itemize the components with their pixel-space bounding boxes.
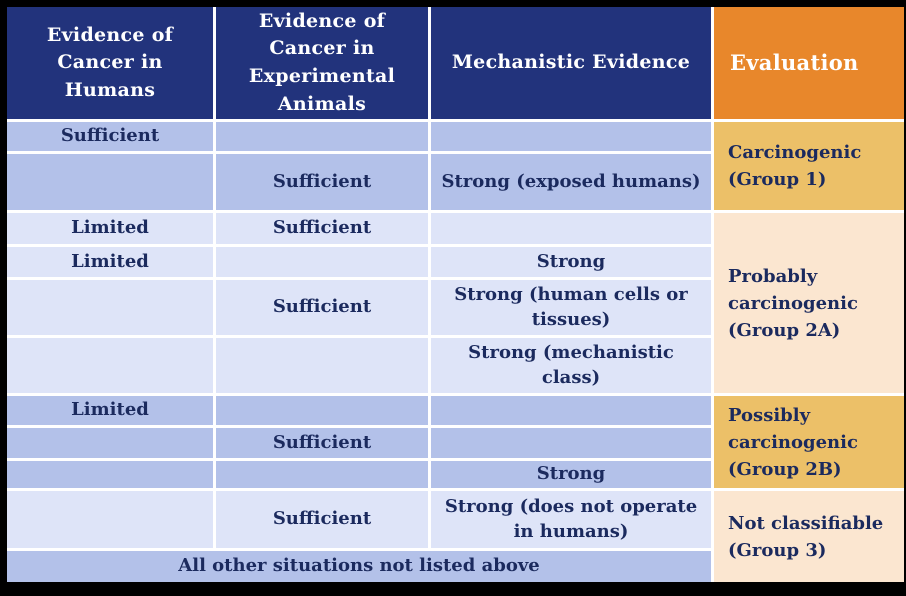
cell-mechanistic-row7 bbox=[431, 396, 711, 425]
header-evaluation: Evaluation bbox=[714, 7, 904, 119]
cell-humans-row10 bbox=[7, 491, 213, 548]
cell-mechanistic-row8 bbox=[431, 428, 711, 458]
cell-animals-row9 bbox=[216, 461, 428, 488]
evaluation-group-3: Not classifiable (Group 3) bbox=[714, 491, 904, 582]
cell-humans-row6 bbox=[7, 338, 213, 393]
cell-animals-row2: Sufficient bbox=[216, 154, 428, 210]
cell-animals-row4 bbox=[216, 247, 428, 277]
classification-table: Evidence of Cancer in Humans Evidence of… bbox=[7, 7, 904, 582]
evaluation-group-1: Carcinogenic (Group 1) bbox=[714, 122, 904, 210]
cell-mechanistic-row4: Strong bbox=[431, 247, 711, 277]
cell-humans-row4: Limited bbox=[7, 247, 213, 277]
cell-mechanistic-row10: Strong (does not operate in humans) bbox=[431, 491, 711, 548]
cell-humans-row5 bbox=[7, 280, 213, 335]
cell-mechanistic-row6: Strong (mechanistic class) bbox=[431, 338, 711, 393]
cell-animals-row5: Sufficient bbox=[216, 280, 428, 335]
cell-humans-row1: Sufficient bbox=[7, 122, 213, 151]
cell-humans-row9 bbox=[7, 461, 213, 488]
cell-mechanistic-row2: Strong (exposed humans) bbox=[431, 154, 711, 210]
cell-animals-row6 bbox=[216, 338, 428, 393]
footer-all-other-situations: All other situations not listed above bbox=[7, 551, 711, 582]
header-mechanistic-evidence: Mechanistic Evidence bbox=[431, 7, 711, 119]
header-evidence-humans: Evidence of Cancer in Humans bbox=[7, 7, 213, 119]
cell-humans-row2 bbox=[7, 154, 213, 210]
header-evidence-animals: Evidence of Cancer in Experimental Anima… bbox=[216, 7, 428, 119]
evaluation-group-2a: Probably carcinogenic (Group 2A) bbox=[714, 213, 904, 393]
cell-humans-row8 bbox=[7, 428, 213, 458]
cell-animals-row3: Sufficient bbox=[216, 213, 428, 244]
cell-humans-row3: Limited bbox=[7, 213, 213, 244]
cell-mechanistic-row3 bbox=[431, 213, 711, 244]
cell-humans-row7: Limited bbox=[7, 396, 213, 425]
cell-animals-row10: Sufficient bbox=[216, 491, 428, 548]
cell-mechanistic-row5: Strong (human cells or tissues) bbox=[431, 280, 711, 335]
cell-animals-row8: Sufficient bbox=[216, 428, 428, 458]
cell-animals-row7 bbox=[216, 396, 428, 425]
evaluation-group-2b: Possibly carcinogenic (Group 2B) bbox=[714, 396, 904, 488]
cell-animals-row1 bbox=[216, 122, 428, 151]
cell-mechanistic-row9: Strong bbox=[431, 461, 711, 488]
cell-mechanistic-row1 bbox=[431, 122, 711, 151]
